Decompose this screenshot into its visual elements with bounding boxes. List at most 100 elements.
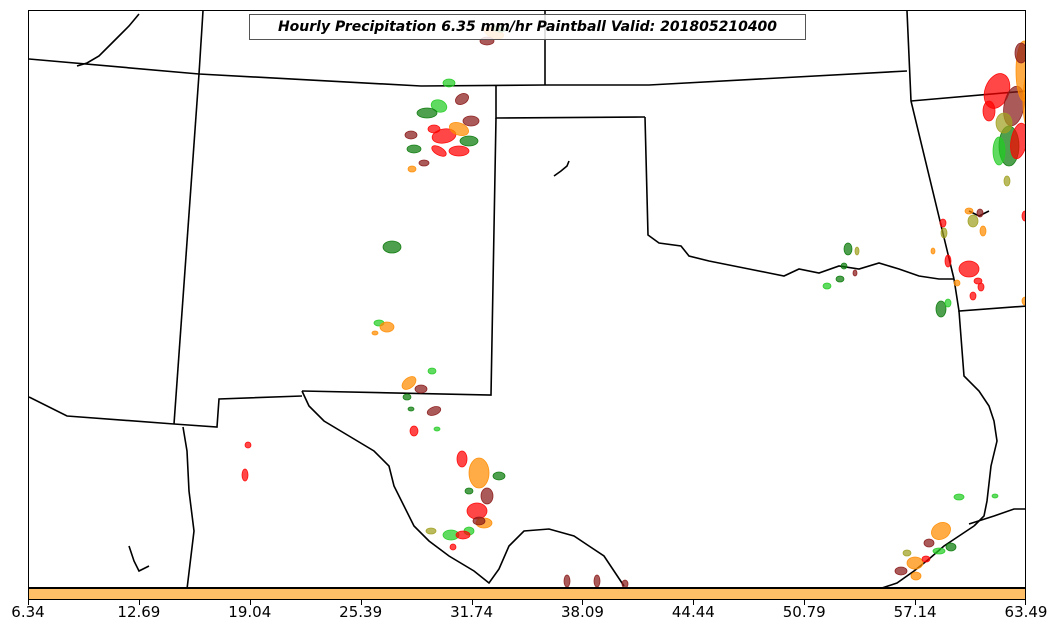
precip-blob xyxy=(991,493,999,499)
colorbar-tick-label: 19.04 xyxy=(228,603,272,621)
colorbar-tick xyxy=(915,600,917,605)
precip-blob xyxy=(894,566,908,576)
precip-blob xyxy=(944,298,952,308)
colorbar-tick-label: 44.44 xyxy=(671,603,715,621)
precip-blob xyxy=(401,376,417,390)
precip-blob xyxy=(822,282,832,290)
precip-blob xyxy=(563,574,571,587)
colorbar-tick-label: 38.09 xyxy=(560,603,604,621)
precip-blob xyxy=(944,254,952,268)
precip-blob xyxy=(995,112,1013,134)
precip-blob xyxy=(982,100,996,122)
precip-blob xyxy=(407,165,417,173)
precip-blob xyxy=(969,291,977,301)
precip-blob xyxy=(448,145,470,157)
precip-blob xyxy=(835,275,845,283)
precip-blob xyxy=(621,579,629,587)
map-panel xyxy=(28,10,1026,588)
precip-blob xyxy=(427,367,437,375)
precip-blob xyxy=(1003,175,1011,187)
colorbar-tick xyxy=(693,600,695,605)
precip-blob xyxy=(843,242,853,256)
colorbar-tick xyxy=(804,600,806,605)
precip-blob xyxy=(442,78,456,88)
precip-blob xyxy=(426,406,442,416)
colorbar-tick-label: 57.14 xyxy=(893,603,937,621)
precip-blob xyxy=(244,441,252,449)
precip-blob xyxy=(979,225,987,237)
colorbar-tick-label: 50.79 xyxy=(782,603,826,621)
precip-blob xyxy=(416,107,438,119)
precip-blob xyxy=(945,542,957,552)
precip-blob xyxy=(472,516,486,526)
colorbar-tick xyxy=(471,600,473,605)
precip-blob xyxy=(409,425,419,437)
precip-blob xyxy=(431,145,447,157)
colorbar-tick xyxy=(360,600,362,605)
precip-blob xyxy=(953,279,961,287)
state-boundaries xyxy=(29,11,1025,587)
precip-blob xyxy=(464,487,474,495)
precip-blob xyxy=(976,208,984,218)
precip-blob xyxy=(930,247,936,255)
colorbar-tick xyxy=(249,600,251,605)
precip-blob xyxy=(371,330,379,336)
precip-blob xyxy=(935,300,947,318)
precip-blob xyxy=(404,130,418,140)
precip-blob xyxy=(1021,210,1025,222)
precip-blob xyxy=(241,468,249,482)
precip-blob xyxy=(902,549,912,557)
precip-blob xyxy=(940,227,948,239)
precip-blob xyxy=(492,471,506,481)
precip-blob xyxy=(992,136,1006,166)
precip-blob xyxy=(1022,76,1025,126)
precip-blob xyxy=(593,574,601,587)
precip-blob xyxy=(973,277,983,285)
precip-blob xyxy=(480,487,494,505)
precip-blob xyxy=(852,269,858,277)
colorbar xyxy=(28,588,1026,600)
precip-blob xyxy=(425,527,437,535)
colorbar-tick xyxy=(582,600,584,605)
precip-blob xyxy=(977,282,985,292)
colorbar-tick-label: 12.69 xyxy=(117,603,161,621)
precip-blob xyxy=(466,502,488,520)
precip-blob xyxy=(967,214,979,228)
precipitation-paintballs xyxy=(241,25,1025,587)
precip-blob xyxy=(854,246,860,256)
precip-blob xyxy=(958,260,980,278)
precip-blob xyxy=(449,543,457,551)
precip-blob xyxy=(406,144,422,154)
precip-blob xyxy=(455,93,469,105)
precip-blob xyxy=(923,538,935,548)
colorbar-tick xyxy=(138,600,140,605)
precip-blob xyxy=(921,555,931,563)
precip-blob xyxy=(910,571,922,581)
precip-blob xyxy=(459,135,479,147)
colorbar-tick-label: 6.34 xyxy=(11,603,45,621)
colorbar-tick xyxy=(1025,600,1026,605)
precip-blob xyxy=(379,321,395,333)
precip-blob xyxy=(456,450,468,468)
colorbar-tick xyxy=(28,600,29,605)
precip-blob xyxy=(468,457,490,489)
precip-blob xyxy=(433,426,441,432)
precip-blob xyxy=(462,115,480,127)
precip-blob xyxy=(964,207,974,215)
precip-blob xyxy=(931,522,951,540)
precip-blob xyxy=(1021,296,1025,306)
precip-blob xyxy=(448,122,470,136)
precip-blob xyxy=(414,384,428,394)
precip-blob xyxy=(939,218,947,228)
precip-blob xyxy=(840,262,848,270)
colorbar-tick-label: 31.74 xyxy=(450,603,494,621)
precip-blob xyxy=(1014,42,1025,64)
map-title: Hourly Precipitation 6.35 mm/hr Paintbal… xyxy=(277,19,778,35)
colorbar-tick-label: 25.39 xyxy=(339,603,383,621)
precip-blob xyxy=(407,406,415,412)
precip-blob xyxy=(932,547,946,555)
colorbar-tick-label: 63.49 xyxy=(1004,603,1048,621)
precip-blob xyxy=(455,530,471,540)
map-canvas xyxy=(29,11,1025,587)
precip-blob xyxy=(402,393,412,401)
